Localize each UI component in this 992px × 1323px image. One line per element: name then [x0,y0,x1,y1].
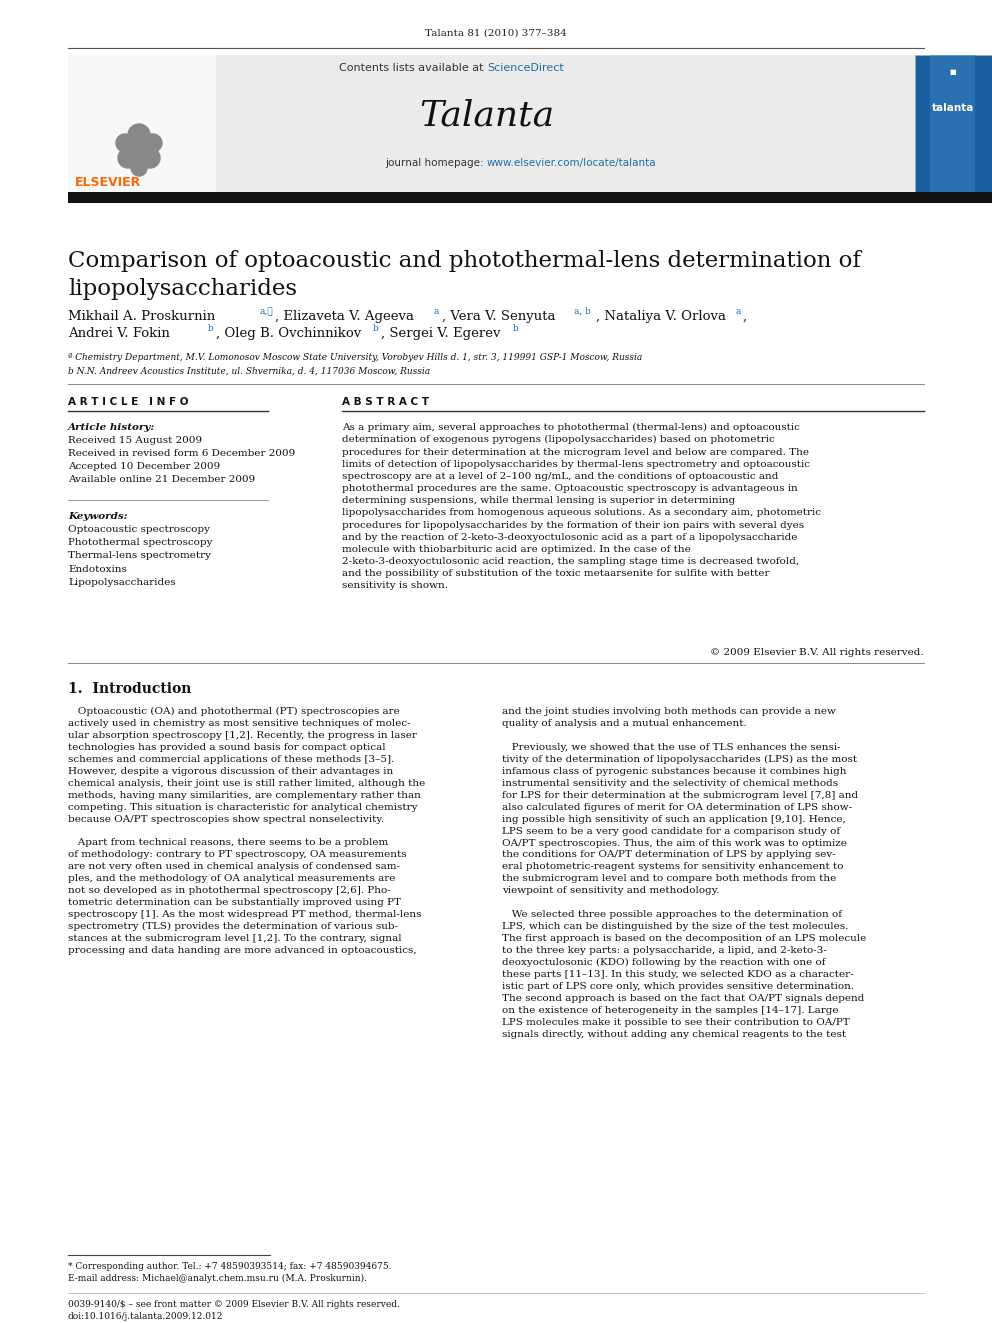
Text: Optoacoustic (OA) and photothermal (PT) spectroscopies are
actively used in chem: Optoacoustic (OA) and photothermal (PT) … [68,706,426,955]
Text: Talanta: Talanta [420,98,555,132]
Text: journal homepage:: journal homepage: [385,157,487,168]
Text: Received 15 August 2009
Received in revised form 6 December 2009
Accepted 10 Dec: Received 15 August 2009 Received in revi… [68,437,296,483]
Text: , Vera V. Senyuta: , Vera V. Senyuta [442,310,556,323]
Text: www.elsevier.com/locate/talanta: www.elsevier.com/locate/talanta [487,157,657,168]
Circle shape [116,134,134,152]
Text: Comparison of optoacoustic and photothermal-lens determination of
lipopolysaccha: Comparison of optoacoustic and photother… [68,250,861,300]
Circle shape [127,138,151,161]
Text: Keywords:: Keywords: [68,512,128,521]
Text: ■: ■ [949,69,956,75]
Bar [68,56,216,192]
Text: talanta: talanta [931,103,974,112]
Text: * Corresponding author. Tel.: +7 48590393514; fax: +7 48590394675.: * Corresponding author. Tel.: +7 4859039… [68,1262,392,1271]
Text: 0039-9140/$ – see front matter © 2009 Elsevier B.V. All rights reserved.: 0039-9140/$ – see front matter © 2009 El… [68,1301,400,1308]
Bar [68,192,992,202]
Circle shape [131,160,147,176]
Text: b N.N. Andreev Acoustics Institute, ul. Shvernika, d. 4, 117036 Moscow, Russia: b N.N. Andreev Acoustics Institute, ul. … [68,366,431,376]
Text: b: b [373,324,379,333]
Text: a: a [736,307,741,316]
Text: ELSEVIER: ELSEVIER [74,176,141,189]
Text: , Sergei V. Egerev: , Sergei V. Egerev [381,327,501,340]
Circle shape [140,148,160,168]
Text: b: b [513,324,519,333]
Text: doi:10.1016/j.talanta.2009.12.012: doi:10.1016/j.talanta.2009.12.012 [68,1312,223,1320]
Text: 1.  Introduction: 1. Introduction [68,681,191,696]
Bar [136,153,142,172]
Text: a: a [434,307,439,316]
Text: , Nataliya V. Orlova: , Nataliya V. Orlova [596,310,726,323]
Text: ScienceDirect: ScienceDirect [487,64,563,73]
Text: a, b: a, b [574,307,591,316]
Text: b: b [208,324,213,333]
Text: E-mail address: Michael@analyt.chem.msu.ru (M.A. Proskurnin).: E-mail address: Michael@analyt.chem.msu.… [68,1274,367,1283]
Text: ª Chemistry Department, M.V. Lomonosov Moscow State University, Vorobyev Hills d: ª Chemistry Department, M.V. Lomonosov M… [68,353,642,363]
Circle shape [128,124,150,146]
Text: © 2009 Elsevier B.V. All rights reserved.: © 2009 Elsevier B.V. All rights reserved… [710,648,924,658]
Text: a,⋆: a,⋆ [260,307,274,316]
Text: , Oleg B. Ovchinnikov: , Oleg B. Ovchinnikov [216,327,361,340]
Text: Talanta 81 (2010) 377–384: Talanta 81 (2010) 377–384 [426,29,566,37]
Bar [915,56,992,192]
Text: Contents lists available at: Contents lists available at [339,64,487,73]
Text: A B S T R A C T: A B S T R A C T [342,397,429,407]
Text: Optoacoustic spectroscopy
Photothermal spectroscopy
Thermal-lens spectrometry
En: Optoacoustic spectroscopy Photothermal s… [68,525,212,587]
Text: Mikhail A. Proskurnin: Mikhail A. Proskurnin [68,310,215,323]
Text: and the joint studies involving both methods can provide a new
quality of analys: and the joint studies involving both met… [502,706,866,1039]
Text: As a primary aim, several approaches to photothermal (thermal-lens) and optoacou: As a primary aim, several approaches to … [342,423,821,590]
Bar [68,56,915,192]
Text: Article history:: Article history: [68,423,156,433]
Circle shape [144,134,162,152]
Text: , Elizaveta V. Ageeva: , Elizaveta V. Ageeva [275,310,414,323]
Text: A R T I C L E   I N F O: A R T I C L E I N F O [68,397,188,407]
Circle shape [118,148,138,168]
Text: ,: , [743,310,747,323]
Bar [930,56,975,192]
Text: Andrei V. Fokin: Andrei V. Fokin [68,327,170,340]
